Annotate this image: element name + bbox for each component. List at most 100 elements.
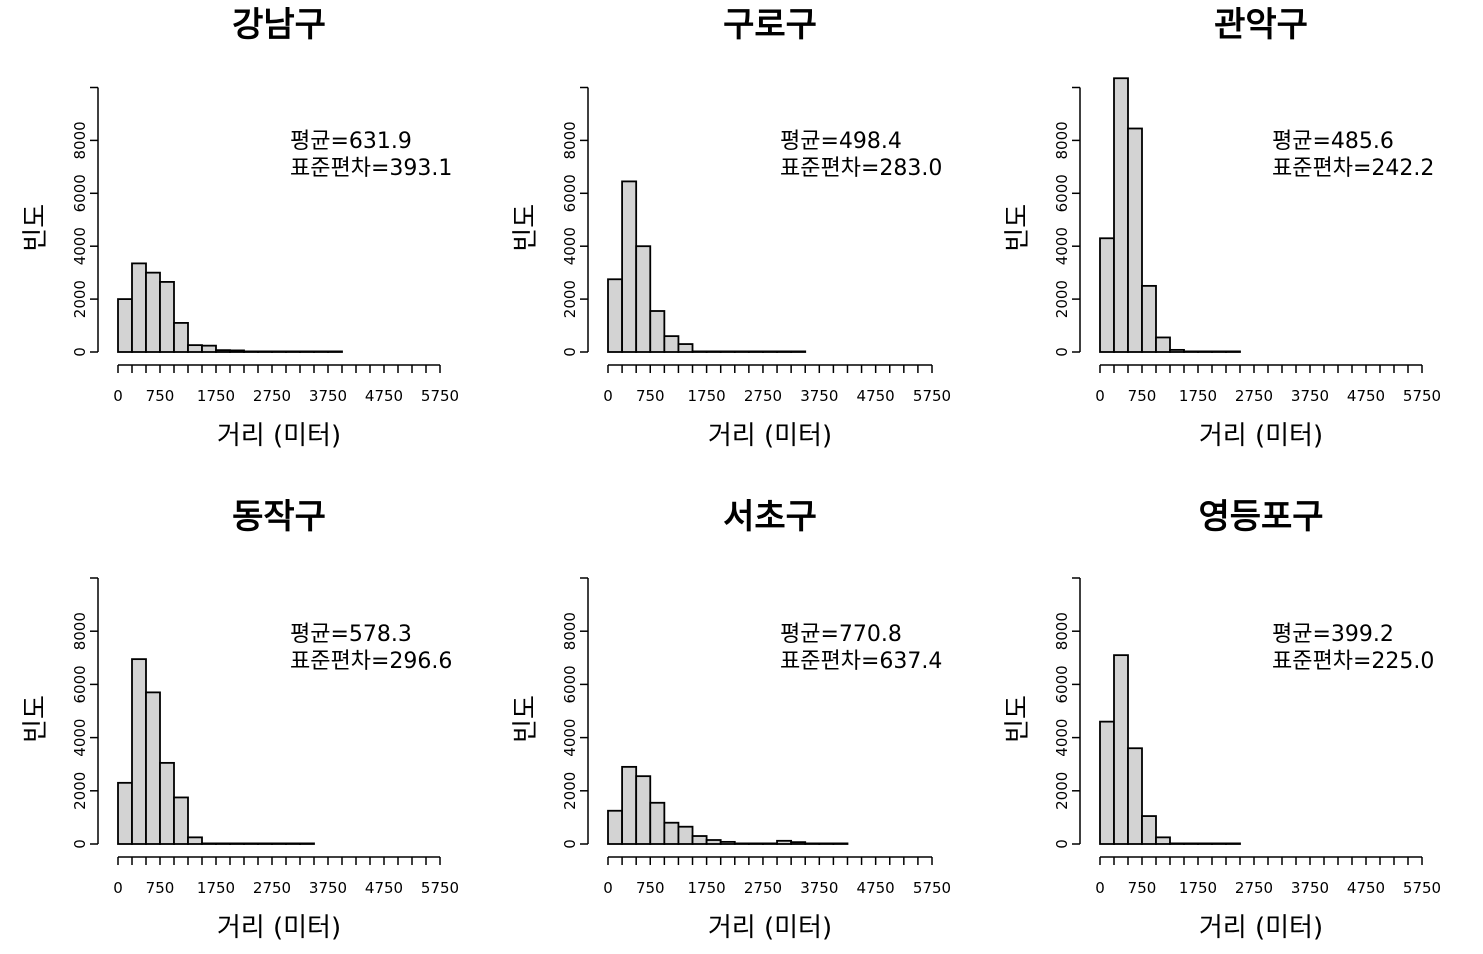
x-tick-label: 1750 [1179, 387, 1217, 405]
x-axis-label: 거리 (미터) [1199, 421, 1323, 451]
x-tick-label: 750 [1128, 879, 1157, 897]
sd-annotation: 표준편차=242.2 [1272, 156, 1434, 181]
y-tick-label: 2000 [71, 280, 89, 318]
x-tick-label: 4750 [365, 879, 403, 897]
y-tick-label: 6000 [71, 665, 89, 703]
histogram-bar [790, 350, 807, 353]
y-tick-label: 2000 [561, 280, 579, 318]
histogram-bar [621, 180, 638, 353]
x-tick-label: 0 [113, 387, 123, 405]
histogram-bar [1211, 350, 1227, 353]
x-axis-label: 거리 (미터) [217, 421, 341, 451]
x-tick-label: 4750 [1347, 879, 1385, 897]
y-tick-label: 2000 [71, 772, 89, 810]
histogram-bar [776, 350, 793, 353]
y-tick-label: 2000 [1053, 280, 1071, 318]
x-tick-label: 1750 [688, 387, 726, 405]
mean-annotation: 평균=498.4 [780, 129, 902, 154]
histogram-bar [271, 350, 287, 353]
histogram-bar [243, 350, 259, 353]
x-axis-label: 거리 (미터) [1199, 913, 1323, 943]
y-tick-label: 8000 [561, 121, 579, 159]
histogram-bar [327, 350, 343, 353]
x-axis-label: 거리 (미터) [217, 913, 341, 943]
y-tick-label: 8000 [1053, 612, 1071, 650]
histogram-bar [1141, 284, 1157, 353]
x-tick-label: 0 [1095, 387, 1105, 405]
sd-annotation: 표준편차=393.1 [290, 156, 452, 181]
histogram-bar [1099, 237, 1115, 353]
histogram-bar [117, 781, 133, 845]
x-tick-label: 3750 [800, 387, 838, 405]
x-tick-label: 1750 [197, 879, 235, 897]
histogram-bar [621, 765, 638, 845]
y-axis-label: 빈도 [1003, 204, 1033, 252]
y-tick-label: 4000 [71, 227, 89, 265]
histogram-bar [1155, 336, 1171, 353]
x-tick-label: 2750 [253, 387, 291, 405]
histogram-bar [1225, 842, 1241, 845]
histogram-panel-6: 영등포구 0 2000 4000 6000 8000 빈도 0 750 1750 2750 3750 4… [1003, 497, 1441, 943]
x-tick-label: 1750 [197, 387, 235, 405]
histogram-bar [1127, 127, 1143, 353]
x-tick-label: 2750 [1235, 387, 1273, 405]
histogram-bar [663, 335, 680, 353]
histogram-bar [285, 842, 301, 845]
panel-title: 구로구 [723, 5, 817, 45]
sd-annotation: 표준편차=283.0 [780, 156, 942, 181]
x-tick-label: 3750 [309, 387, 347, 405]
histogram-bar [117, 298, 133, 353]
x-tick-label: 0 [603, 879, 613, 897]
histogram-bar [1127, 747, 1143, 845]
histogram-bar [1225, 350, 1241, 353]
histogram-bar [747, 842, 764, 845]
histogram-bar [747, 350, 764, 353]
y-axis-label: 빈도 [21, 204, 51, 252]
histogram-bar [705, 839, 722, 845]
y-tick-label: 0 [561, 347, 579, 357]
histogram-bar [607, 278, 623, 353]
x-tick-label: 5750 [421, 879, 459, 897]
histogram-bar [201, 842, 217, 845]
y-tick-label: 4000 [561, 227, 579, 265]
histogram-bar [677, 825, 694, 845]
histogram-bar [790, 841, 807, 845]
y-axis-label: 빈도 [1003, 695, 1033, 743]
x-tick-label: 750 [146, 387, 175, 405]
x-tick-label: 0 [1095, 879, 1105, 897]
histogram-bar [762, 350, 778, 353]
histogram-bar [187, 344, 203, 353]
y-tick-label: 6000 [561, 174, 579, 212]
x-axis-label: 거리 (미터) [708, 913, 832, 943]
histogram-bar [691, 350, 708, 353]
y-tick-label: 6000 [1053, 665, 1071, 703]
histogram-bar [229, 349, 245, 353]
y-tick-label: 8000 [71, 612, 89, 650]
mean-annotation: 평균=578.3 [290, 622, 412, 647]
histogram-bar [1169, 348, 1185, 353]
y-tick-label: 4000 [1053, 719, 1071, 757]
histogram-bar [145, 271, 161, 353]
histogram-bar [159, 281, 175, 353]
histogram-panel-5: 서초구 0 2000 4000 6000 8000 빈도 0 750 1750 2750 3750 47… [511, 497, 951, 943]
panel-title: 강남구 [232, 5, 326, 45]
histogram-bar [159, 761, 175, 845]
histogram-bar [1197, 842, 1213, 845]
histogram-bar [145, 691, 161, 845]
x-tick-label: 750 [1128, 387, 1157, 405]
x-tick-label: 2750 [744, 879, 782, 897]
histogram-bar [733, 842, 750, 845]
histogram-bar [131, 658, 147, 845]
x-tick-label: 5750 [913, 879, 951, 897]
y-tick-label: 4000 [561, 719, 579, 757]
histogram-bar [776, 839, 793, 845]
y-tick-label: 0 [1053, 347, 1071, 357]
histogram-bar [832, 842, 849, 845]
x-tick-label: 4750 [857, 879, 895, 897]
histogram-bar [173, 322, 189, 353]
histogram-bar [719, 840, 736, 845]
histogram-bar [733, 350, 750, 353]
panel-title: 서초구 [723, 497, 817, 537]
histogram-bar [299, 350, 315, 353]
histogram-bar [299, 842, 315, 845]
